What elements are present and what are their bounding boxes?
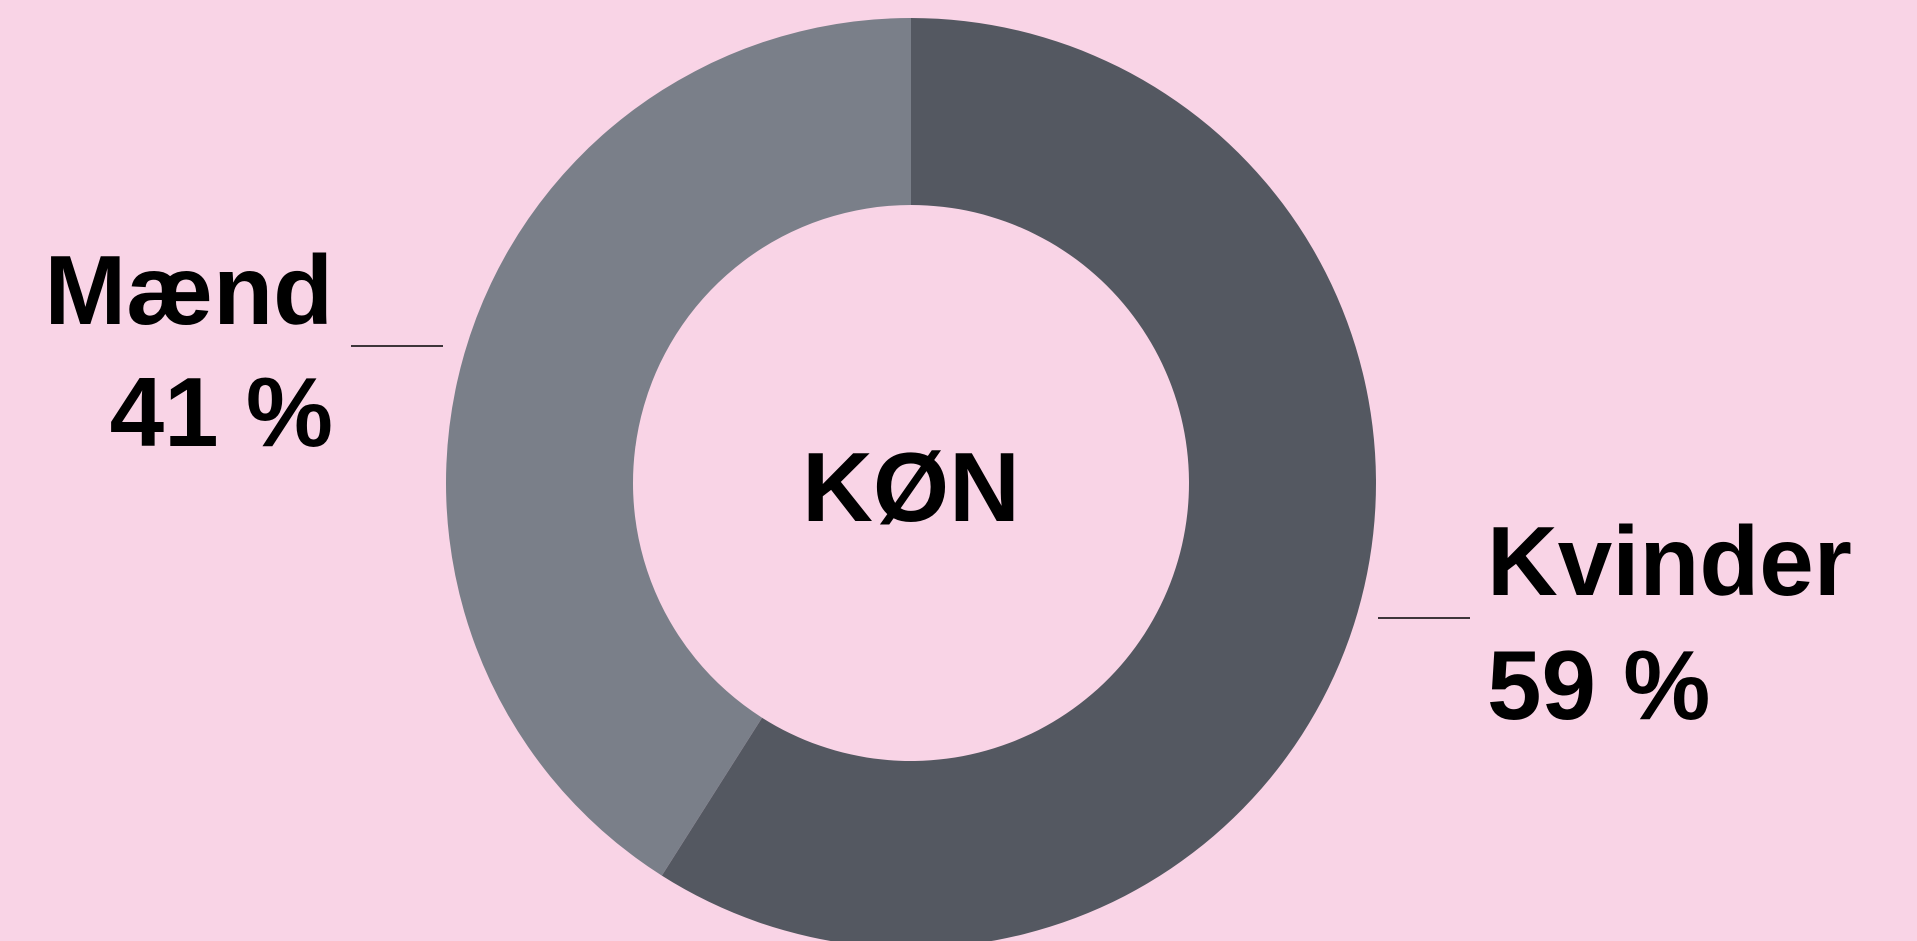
chart-title: KØN — [802, 432, 1020, 542]
donut-slice — [445, 18, 911, 876]
donut-slice — [661, 18, 1376, 941]
category-label: Mænd — [45, 235, 334, 345]
value-label: 41 % — [110, 357, 333, 467]
value-label: 59 % — [1487, 630, 1710, 740]
category-label: Kvinder — [1487, 506, 1852, 616]
donut — [445, 18, 1376, 941]
